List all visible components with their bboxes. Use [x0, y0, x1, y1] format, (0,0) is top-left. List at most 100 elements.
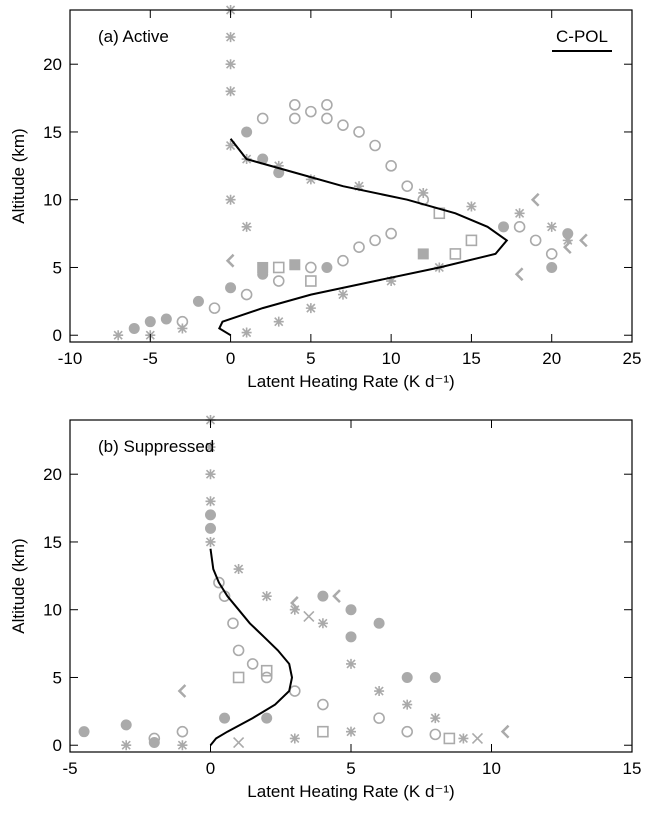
plot-frame	[69, 9, 633, 343]
marker	[219, 712, 231, 724]
marker	[562, 235, 573, 246]
y-tick-label: 5	[53, 258, 62, 277]
marker	[514, 267, 524, 282]
marker	[205, 442, 216, 453]
marker	[225, 282, 237, 294]
marker	[417, 248, 429, 260]
marker	[337, 254, 349, 267]
marker	[321, 261, 333, 273]
profile-line	[209, 548, 294, 746]
marker	[272, 261, 285, 274]
marker	[401, 725, 414, 738]
marker	[303, 610, 315, 623]
x-tick-label: 10	[382, 349, 401, 368]
y-axis-label: Altitude (km)	[9, 538, 28, 633]
marker	[429, 728, 442, 741]
marker	[160, 313, 172, 325]
marker	[317, 725, 329, 738]
x-axis-label: Latent Heating Rate (K d⁻¹)	[247, 782, 454, 801]
marker	[305, 105, 317, 118]
marker	[385, 160, 397, 172]
marker	[225, 194, 236, 205]
marker	[546, 221, 557, 232]
marker	[317, 618, 328, 629]
marker	[288, 685, 301, 697]
marker	[562, 228, 574, 240]
marker	[305, 303, 316, 314]
y-tick-label: 5	[53, 668, 62, 687]
x-tick-label: -5	[62, 759, 77, 778]
marker	[369, 139, 381, 152]
marker	[346, 726, 356, 737]
marker	[374, 686, 385, 697]
marker	[205, 509, 216, 521]
x-tick-label: -5	[143, 349, 158, 368]
marker	[241, 221, 252, 232]
marker	[563, 240, 572, 255]
marker	[121, 740, 132, 751]
marker	[332, 589, 341, 604]
marker	[345, 631, 357, 643]
y-tick-label: 20	[43, 55, 62, 74]
marker	[305, 261, 317, 274]
marker	[192, 295, 204, 307]
marker	[288, 112, 301, 125]
marker	[353, 241, 365, 253]
y-tick-label: 15	[43, 123, 62, 142]
marker	[305, 174, 316, 185]
y-tick-label: 20	[43, 465, 62, 484]
marker	[579, 233, 588, 248]
marker	[465, 234, 478, 247]
marker	[261, 591, 272, 602]
marker	[386, 276, 397, 287]
marker	[321, 99, 333, 111]
marker	[529, 234, 542, 247]
marker	[272, 275, 285, 287]
marker	[260, 664, 273, 677]
marker	[449, 248, 462, 260]
marker	[288, 99, 301, 111]
x-tick-label: 25	[623, 349, 642, 368]
marker	[430, 713, 441, 724]
marker	[345, 604, 357, 616]
marker	[418, 187, 429, 198]
marker	[401, 180, 414, 192]
x-tick-label: 15	[623, 759, 642, 778]
x-tick-label: 15	[462, 349, 481, 368]
marker	[240, 288, 253, 301]
x-tick-label: 5	[346, 759, 355, 778]
marker	[402, 699, 413, 710]
marker	[225, 253, 235, 268]
marker	[401, 671, 413, 683]
marker	[458, 733, 469, 744]
y-tick-label: 10	[43, 601, 62, 620]
marker	[321, 112, 333, 125]
marker	[471, 732, 484, 745]
marker	[227, 617, 239, 630]
marker	[373, 712, 385, 724]
marker	[514, 208, 525, 219]
marker	[225, 86, 236, 97]
marker	[513, 221, 526, 233]
marker	[177, 323, 188, 334]
marker	[498, 221, 510, 233]
marker	[466, 201, 477, 212]
marker	[148, 737, 160, 749]
marker	[337, 119, 349, 131]
marker	[317, 698, 329, 711]
marker	[546, 261, 558, 273]
marker	[500, 724, 510, 739]
marker	[113, 330, 124, 341]
marker	[317, 590, 329, 602]
y-tick-label: 10	[43, 191, 62, 210]
marker	[232, 671, 245, 684]
legend-label: C-POL	[556, 27, 608, 46]
marker	[241, 327, 252, 338]
marker	[144, 316, 156, 328]
marker	[225, 59, 236, 70]
marker	[429, 671, 441, 683]
marker	[232, 644, 245, 657]
marker	[289, 733, 300, 744]
marker	[273, 316, 284, 327]
